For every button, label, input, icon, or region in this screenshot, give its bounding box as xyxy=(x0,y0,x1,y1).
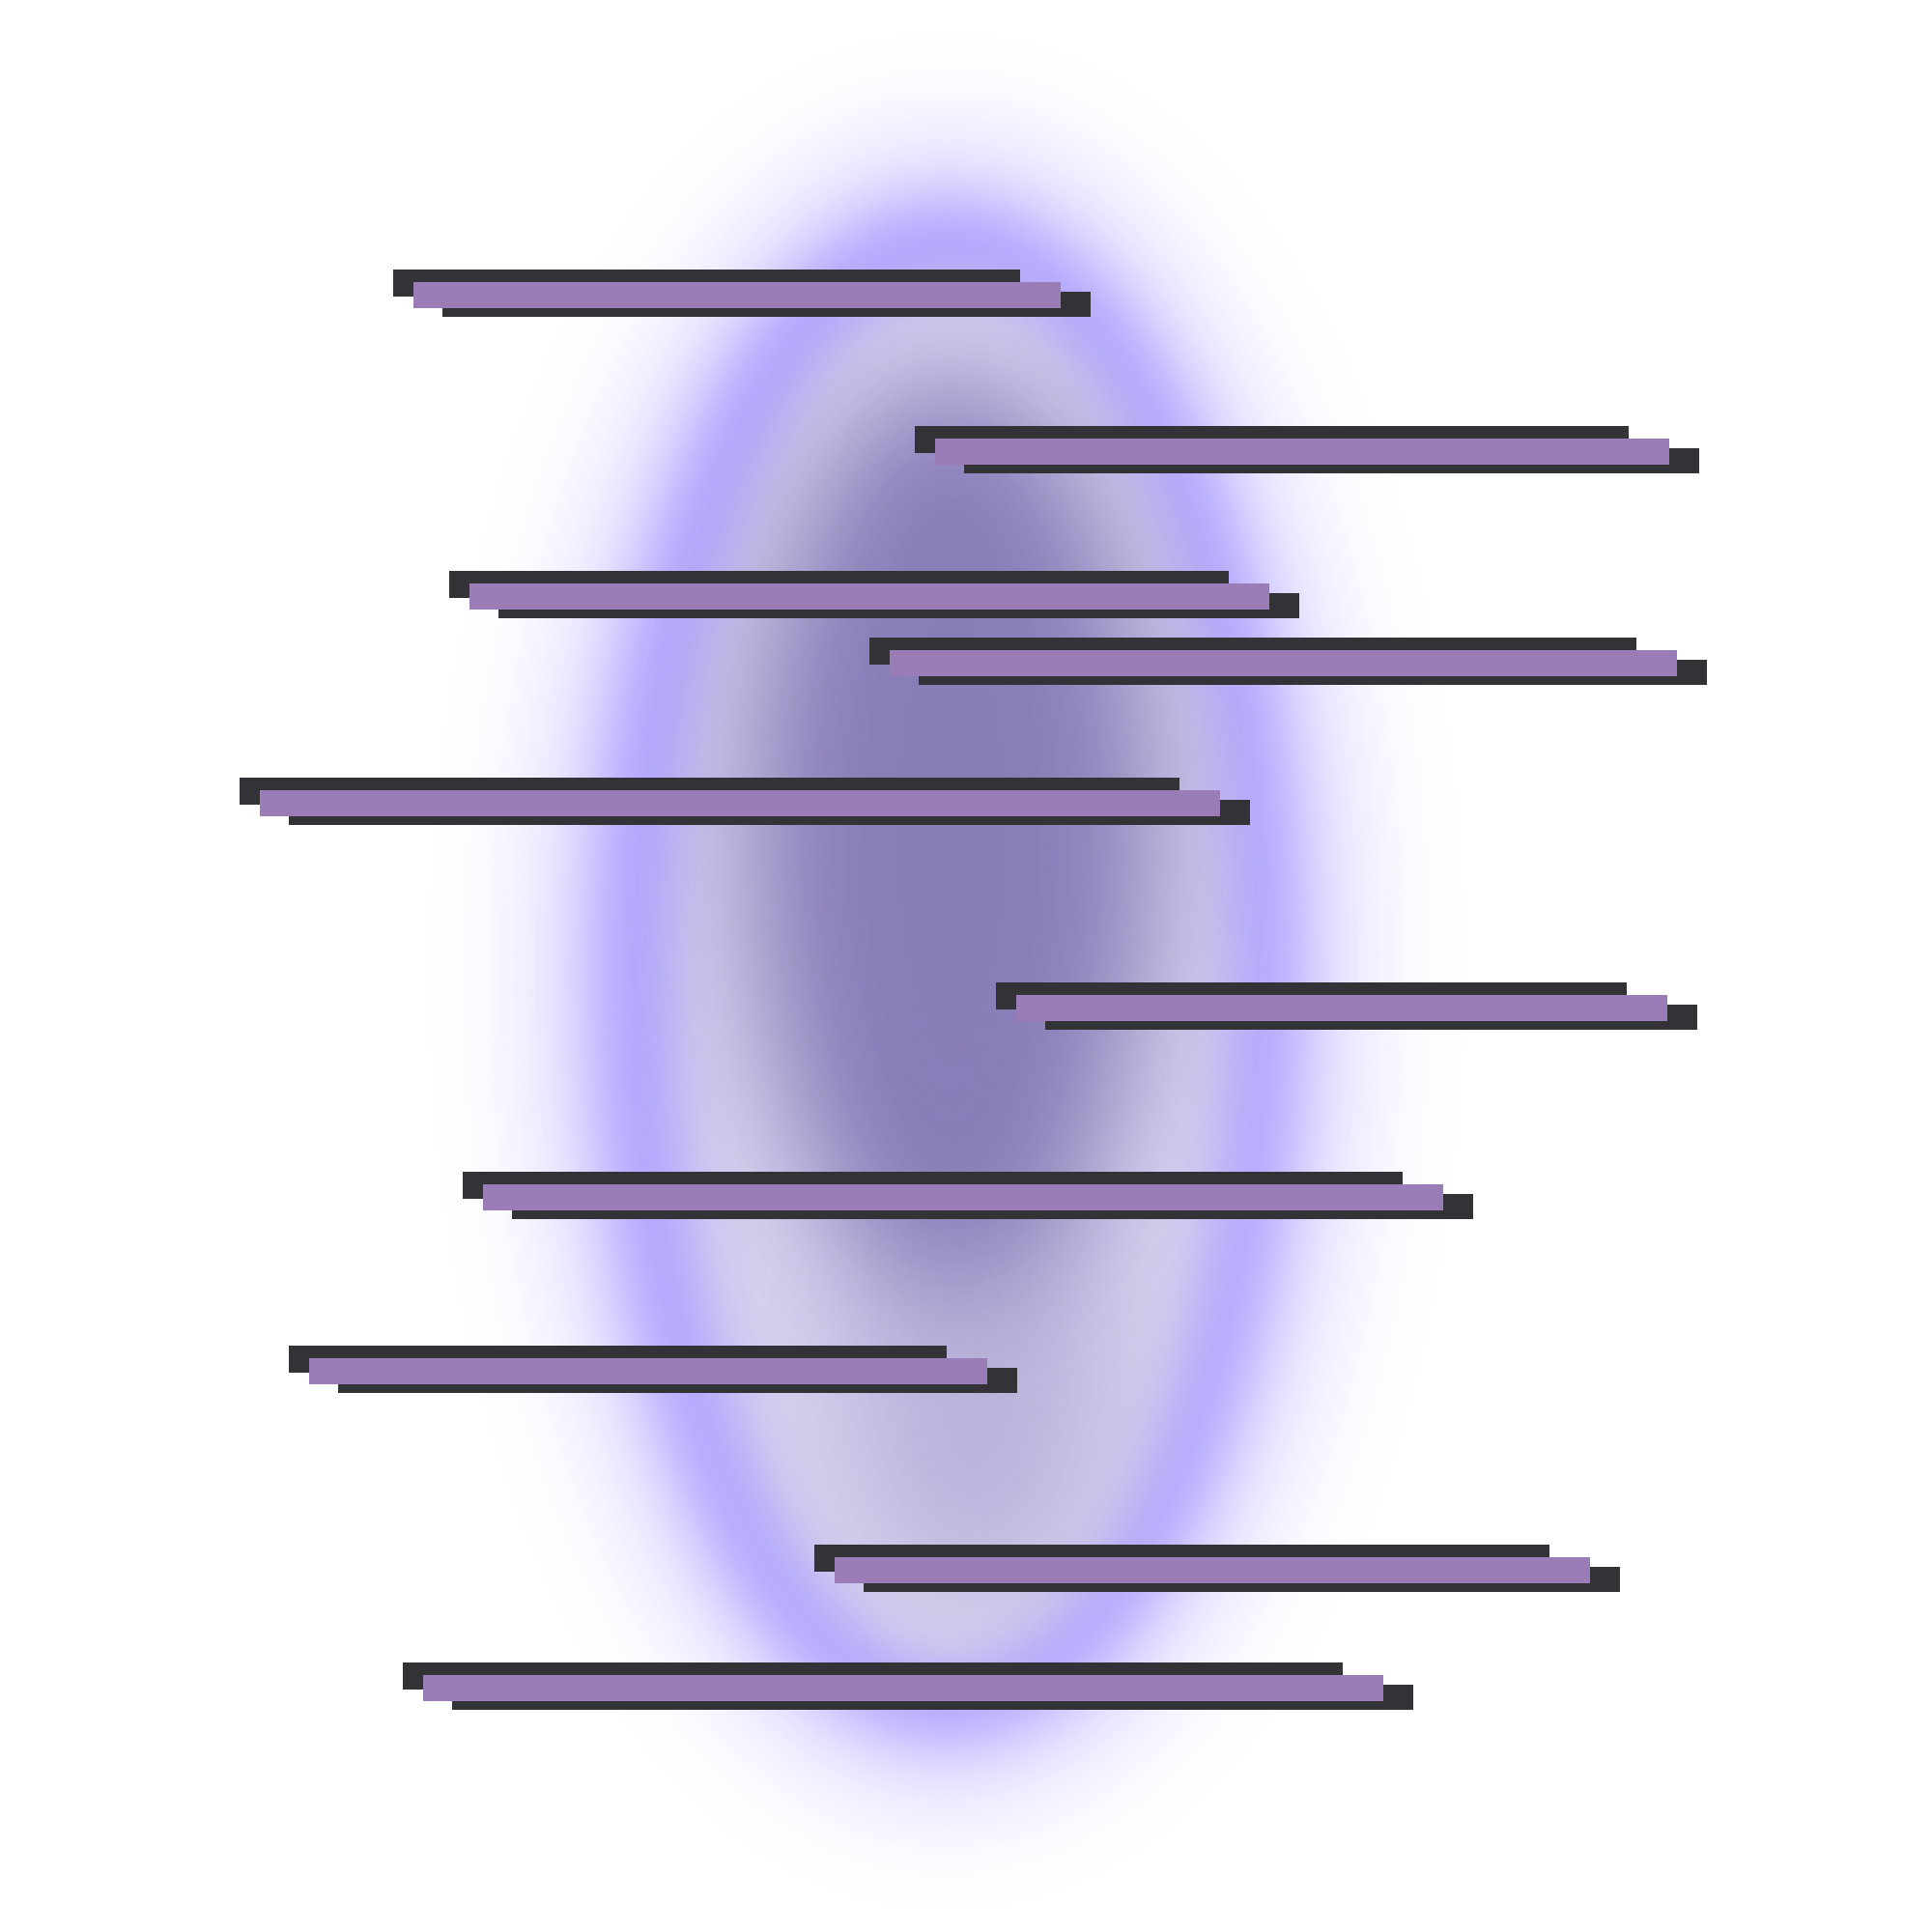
bar-shadow-right xyxy=(1590,1567,1620,1592)
bar-shadow-right xyxy=(1443,1194,1473,1219)
striped-bar xyxy=(996,982,1697,1030)
bars-group xyxy=(240,270,1707,1710)
bar-fill xyxy=(890,650,1677,676)
bar-shadow-left xyxy=(240,778,260,805)
striped-bar xyxy=(814,1545,1620,1592)
bar-fill xyxy=(1016,995,1667,1021)
bar-shadow-right xyxy=(1269,593,1299,618)
bar-fill xyxy=(423,1675,1383,1701)
bar-shadow-left xyxy=(289,1346,309,1373)
bar-shadow-top xyxy=(289,1346,947,1359)
bar-shadow-right xyxy=(1383,1685,1413,1710)
striped-bar xyxy=(240,778,1250,825)
bar-fill xyxy=(483,1184,1443,1210)
bar-shadow-left xyxy=(996,982,1016,1009)
striped-bar xyxy=(869,638,1707,685)
bar-shadow-top xyxy=(449,571,1229,584)
bar-fill xyxy=(260,790,1220,816)
bar-shadow-left xyxy=(869,638,890,665)
bar-shadow-left xyxy=(814,1545,835,1572)
bar-shadow-top xyxy=(240,778,1179,791)
striped-bar xyxy=(289,1346,1017,1393)
bar-shadow-right xyxy=(1677,660,1707,685)
bar-shadow-top xyxy=(915,426,1629,440)
striped-bar xyxy=(915,426,1699,473)
striped-bar xyxy=(463,1172,1473,1219)
portal-core-lower xyxy=(850,1092,1101,1594)
bar-shadow-right xyxy=(987,1368,1017,1393)
bar-fill xyxy=(309,1358,987,1384)
bar-shadow-top xyxy=(403,1662,1343,1676)
bar-shadow-left xyxy=(403,1662,423,1690)
bar-fill xyxy=(835,1557,1590,1583)
bar-shadow-right xyxy=(1061,292,1091,317)
striped-bar xyxy=(449,571,1299,618)
bar-fill xyxy=(413,282,1061,308)
bar-shadow-right xyxy=(1667,1005,1697,1030)
bar-shadow-top xyxy=(814,1545,1549,1558)
bar-shadow-top xyxy=(393,270,1020,283)
bar-shadow-left xyxy=(915,426,935,453)
bar-shadow-left xyxy=(449,571,469,598)
bar-shadow-top xyxy=(996,982,1627,996)
bar-shadow-right xyxy=(1220,800,1250,825)
bar-shadow-left xyxy=(393,270,413,297)
bar-shadow-right xyxy=(1669,448,1699,473)
bar-fill xyxy=(469,583,1269,610)
bar-shadow-top xyxy=(463,1172,1403,1185)
bar-shadow-top xyxy=(869,638,1636,651)
bar-fill xyxy=(935,439,1669,465)
bar-shadow-left xyxy=(463,1172,483,1199)
striped-bar xyxy=(403,1662,1413,1710)
striped-bar xyxy=(393,270,1091,317)
